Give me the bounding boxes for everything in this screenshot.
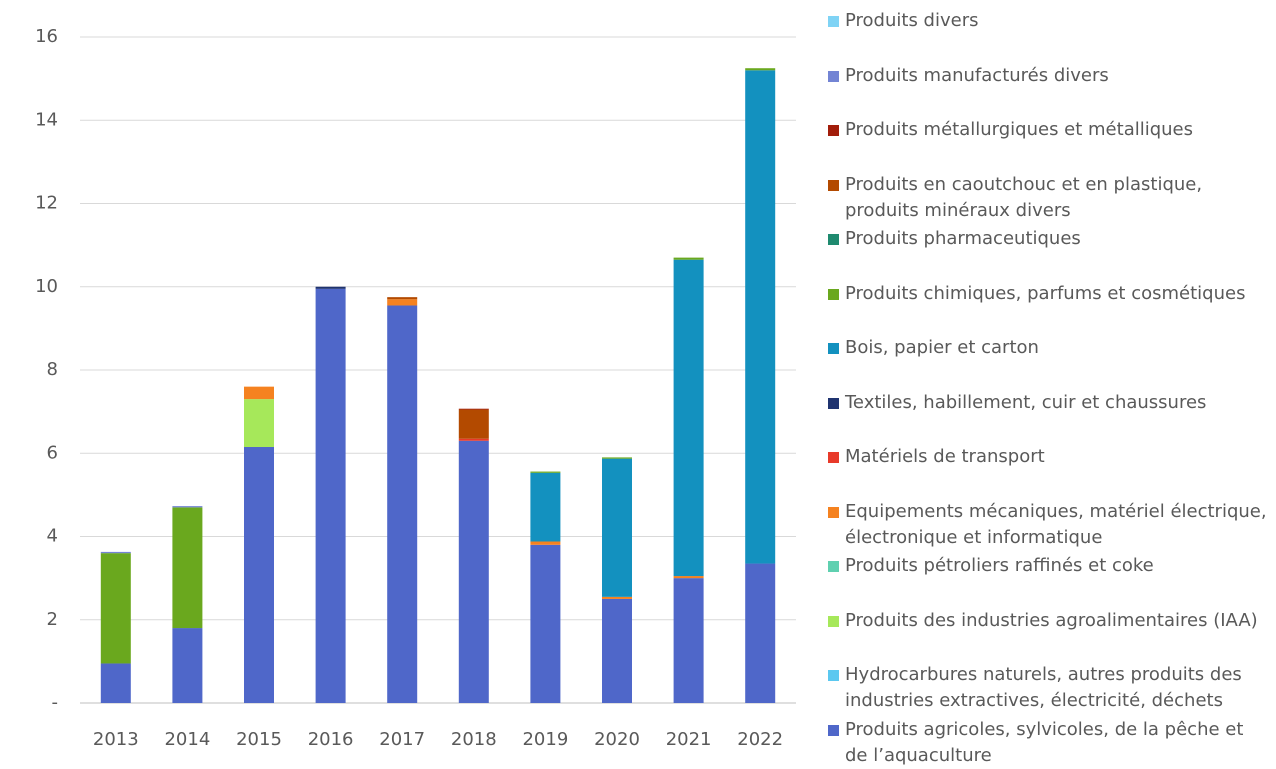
bar-segment (458, 408, 489, 410)
legend-label: Produits pharmaceutiques (845, 228, 1081, 249)
legend-swatch (828, 179, 839, 191)
legend-label: Produits métallurgiques et métalliques (845, 119, 1194, 140)
x-tick-label: 2015 (236, 729, 282, 750)
legend-swatch (828, 561, 839, 572)
bar-segment (602, 598, 632, 703)
legend-swatch (828, 343, 839, 354)
legend-item: Produits pétroliers raffinés et coke (828, 553, 1268, 579)
legend-swatch (828, 70, 839, 82)
bar-segment (530, 541, 561, 545)
legend-label: Produits agricoles, sylvicoles, de la pê… (845, 718, 1244, 766)
legend-swatch (828, 670, 839, 681)
bar-segment (602, 457, 632, 459)
bar-segment (458, 440, 489, 703)
x-tick-label: 2020 (594, 729, 640, 750)
legend-swatch (828, 452, 839, 463)
legend-label: Produits pétroliers raffinés et coke (845, 555, 1154, 576)
legend-item: Produits chimiques, parfums et cosmétiqu… (828, 281, 1268, 307)
legend-swatch (828, 16, 839, 27)
legend-item: Produits en caoutchouc et en plastique, … (828, 172, 1268, 224)
y-tick-label: 10 (35, 276, 58, 297)
y-tick-label: 6 (47, 442, 58, 463)
legend-item: Equipements mécaniques, matériel électri… (828, 499, 1268, 551)
y-tick-label: 2 (47, 609, 58, 630)
legend-label: Produits des industries agroalimentaires… (845, 609, 1258, 631)
bar-segment (387, 297, 418, 300)
legend-label: Equipements mécaniques, matériel électri… (845, 500, 1267, 548)
bar-segment (244, 447, 274, 703)
legend-item: Produits des industries agroalimentaires… (828, 608, 1268, 634)
legend-label: Produits en caoutchouc et en plastique, … (845, 173, 1203, 221)
legend-swatch (828, 615, 839, 627)
y-tick-label: 4 (47, 526, 58, 547)
y-tick-label: 16 (35, 26, 58, 47)
bar-segment (673, 578, 704, 703)
x-tick-label: 2013 (93, 729, 139, 750)
legend-item: Hydrocarbures naturels, autres produits … (828, 662, 1268, 714)
x-tick-label: 2022 (737, 729, 783, 750)
bar-segment (387, 299, 418, 306)
chart: - 2 4 6 8 10 12 14 16 2013 2014 2015 2016 2017 2018 201… (35, 26, 796, 750)
bar-segment (100, 551, 131, 554)
x-tick-label: 2021 (666, 729, 712, 750)
bar-segment (244, 399, 274, 448)
legend-item: Textiles, habillement, cuir et chaussure… (828, 390, 1268, 416)
y-tick-label: 12 (35, 193, 58, 214)
x-tick-label: 2014 (164, 729, 210, 750)
bar-segment (673, 576, 704, 579)
bar-segment (458, 409, 489, 439)
bar-segment (673, 259, 704, 577)
bar-segment (172, 506, 203, 508)
legend-swatch (828, 288, 839, 300)
bar-segment (530, 472, 561, 542)
legend-item: Produits agricoles, sylvicoles, de la pê… (828, 717, 1268, 769)
x-tick-label: 2016 (308, 729, 354, 750)
legend-swatch (828, 234, 839, 245)
legend-swatch (828, 397, 839, 409)
bar-segment (172, 628, 203, 703)
bar-segment (673, 257, 704, 260)
legend-item: Produits manufacturés divers (828, 63, 1268, 89)
legend-label: Hydrocarbures naturels, autres produits … (845, 664, 1242, 711)
bar-segment (602, 596, 632, 599)
legend-item: Produits divers (828, 8, 1268, 34)
bar-segment (530, 544, 561, 703)
x-tick-label: 2018 (451, 729, 497, 750)
legend-label: Bois, papier et carton (845, 337, 1039, 358)
legend-item: Produits métallurgiques et métalliques (828, 117, 1268, 143)
bar-segment (745, 70, 776, 564)
legend-swatch (828, 125, 839, 136)
legend-swatch (828, 724, 839, 736)
legend-label: Matériels de transport (845, 446, 1045, 467)
bar-segment (244, 386, 274, 400)
bar-segment (315, 288, 346, 703)
x-tick-label: 2019 (522, 729, 568, 750)
bar-segment (530, 471, 561, 473)
y-tick-label: 8 (47, 359, 58, 380)
bar-segment (387, 305, 418, 703)
bar-segment (100, 553, 131, 664)
bar-segment (100, 663, 131, 703)
legend-label: Textiles, habillement, cuir et chaussure… (845, 391, 1207, 413)
bar-segment (315, 286, 346, 289)
legend-label: Produits divers (845, 10, 979, 31)
bar-segment (602, 458, 632, 597)
bar-segment (745, 68, 776, 71)
x-tick-label: 2017 (379, 729, 425, 750)
bar-segment (172, 507, 203, 629)
legend-item: Bois, papier et carton (828, 335, 1268, 361)
y-tick-label: 14 (35, 109, 58, 130)
bar-segment (745, 563, 776, 703)
legend-swatch (828, 506, 839, 518)
legend-item: Produits pharmaceutiques (828, 226, 1268, 252)
bar-segment (458, 438, 489, 441)
legend-item: Matériels de transport (828, 444, 1268, 470)
legend-label: Produits manufacturés divers (845, 64, 1109, 86)
y-tick-label: - (52, 692, 59, 713)
legend-label: Produits chimiques, parfums et cosmétiqu… (845, 282, 1246, 304)
